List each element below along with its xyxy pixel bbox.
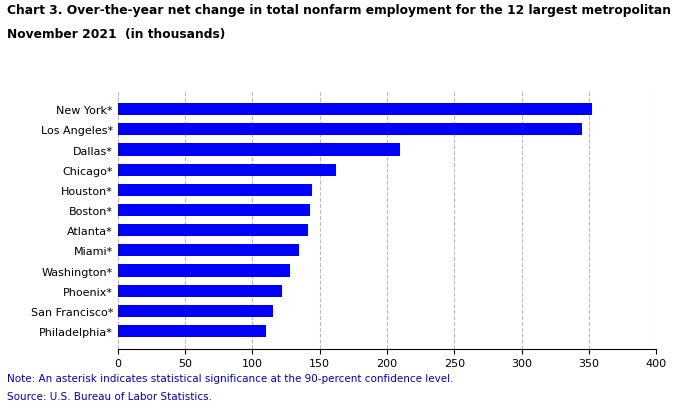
Text: November 2021  (in thousands): November 2021 (in thousands) [7, 28, 225, 41]
Bar [118, 305, 273, 317]
Bar [118, 184, 312, 196]
Bar [118, 245, 299, 257]
Text: Note: An asterisk indicates statistical significance at the 90-percent confidenc: Note: An asterisk indicates statistical … [7, 373, 453, 383]
Text: Chart 3. Over-the-year net change in total nonfarm employment for the 12 largest: Chart 3. Over-the-year net change in tot… [7, 4, 673, 17]
Bar [118, 144, 400, 156]
Bar [118, 285, 282, 297]
Bar [118, 325, 266, 337]
Bar [118, 104, 592, 116]
Text: Source: U.S. Bureau of Labor Statistics.: Source: U.S. Bureau of Labor Statistics. [7, 391, 212, 401]
Bar [118, 164, 336, 176]
Bar [118, 265, 290, 277]
Bar [118, 225, 308, 237]
Bar [118, 205, 310, 217]
Bar [118, 124, 582, 136]
